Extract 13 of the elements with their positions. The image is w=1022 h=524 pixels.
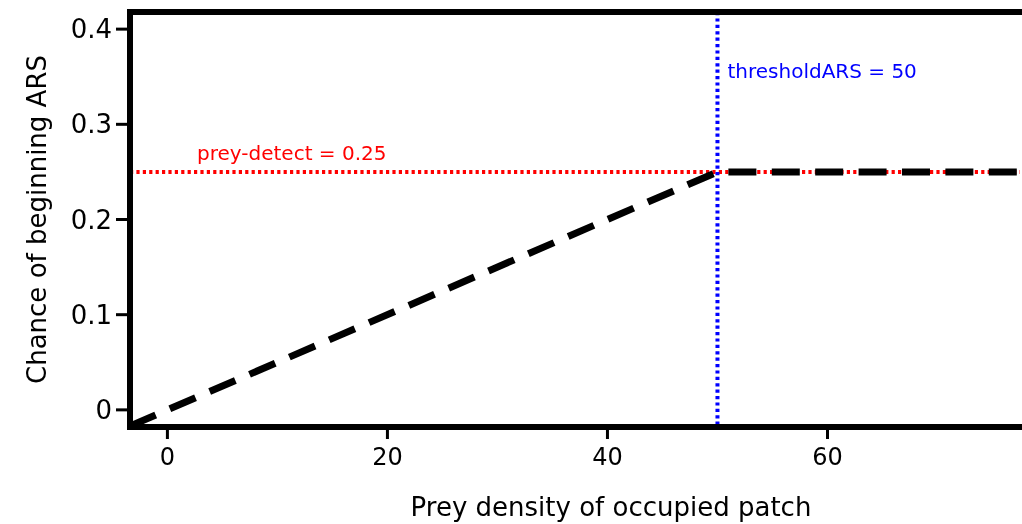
x-tick-label: 0	[159, 443, 176, 471]
ref-line-label: prey-detect = 0.25	[197, 140, 387, 165]
x-tick-label: 40	[592, 443, 623, 471]
y-tick-label: 0.4	[70, 14, 112, 45]
y-tick-label: 0.2	[70, 204, 112, 235]
y-tick-label: 0	[95, 394, 112, 425]
y-axis-title: Chance of beginning ARS	[22, 55, 52, 384]
x-tick-label: 20	[372, 443, 403, 471]
ref-line-label: thresholdARS = 50	[727, 59, 917, 83]
x-tick-label: 60	[812, 443, 843, 471]
x-axis-title: Prey density of occupied patch	[410, 492, 812, 522]
y-tick-label: 0.1	[70, 299, 112, 330]
y-tick-label: 0.3	[70, 109, 112, 140]
